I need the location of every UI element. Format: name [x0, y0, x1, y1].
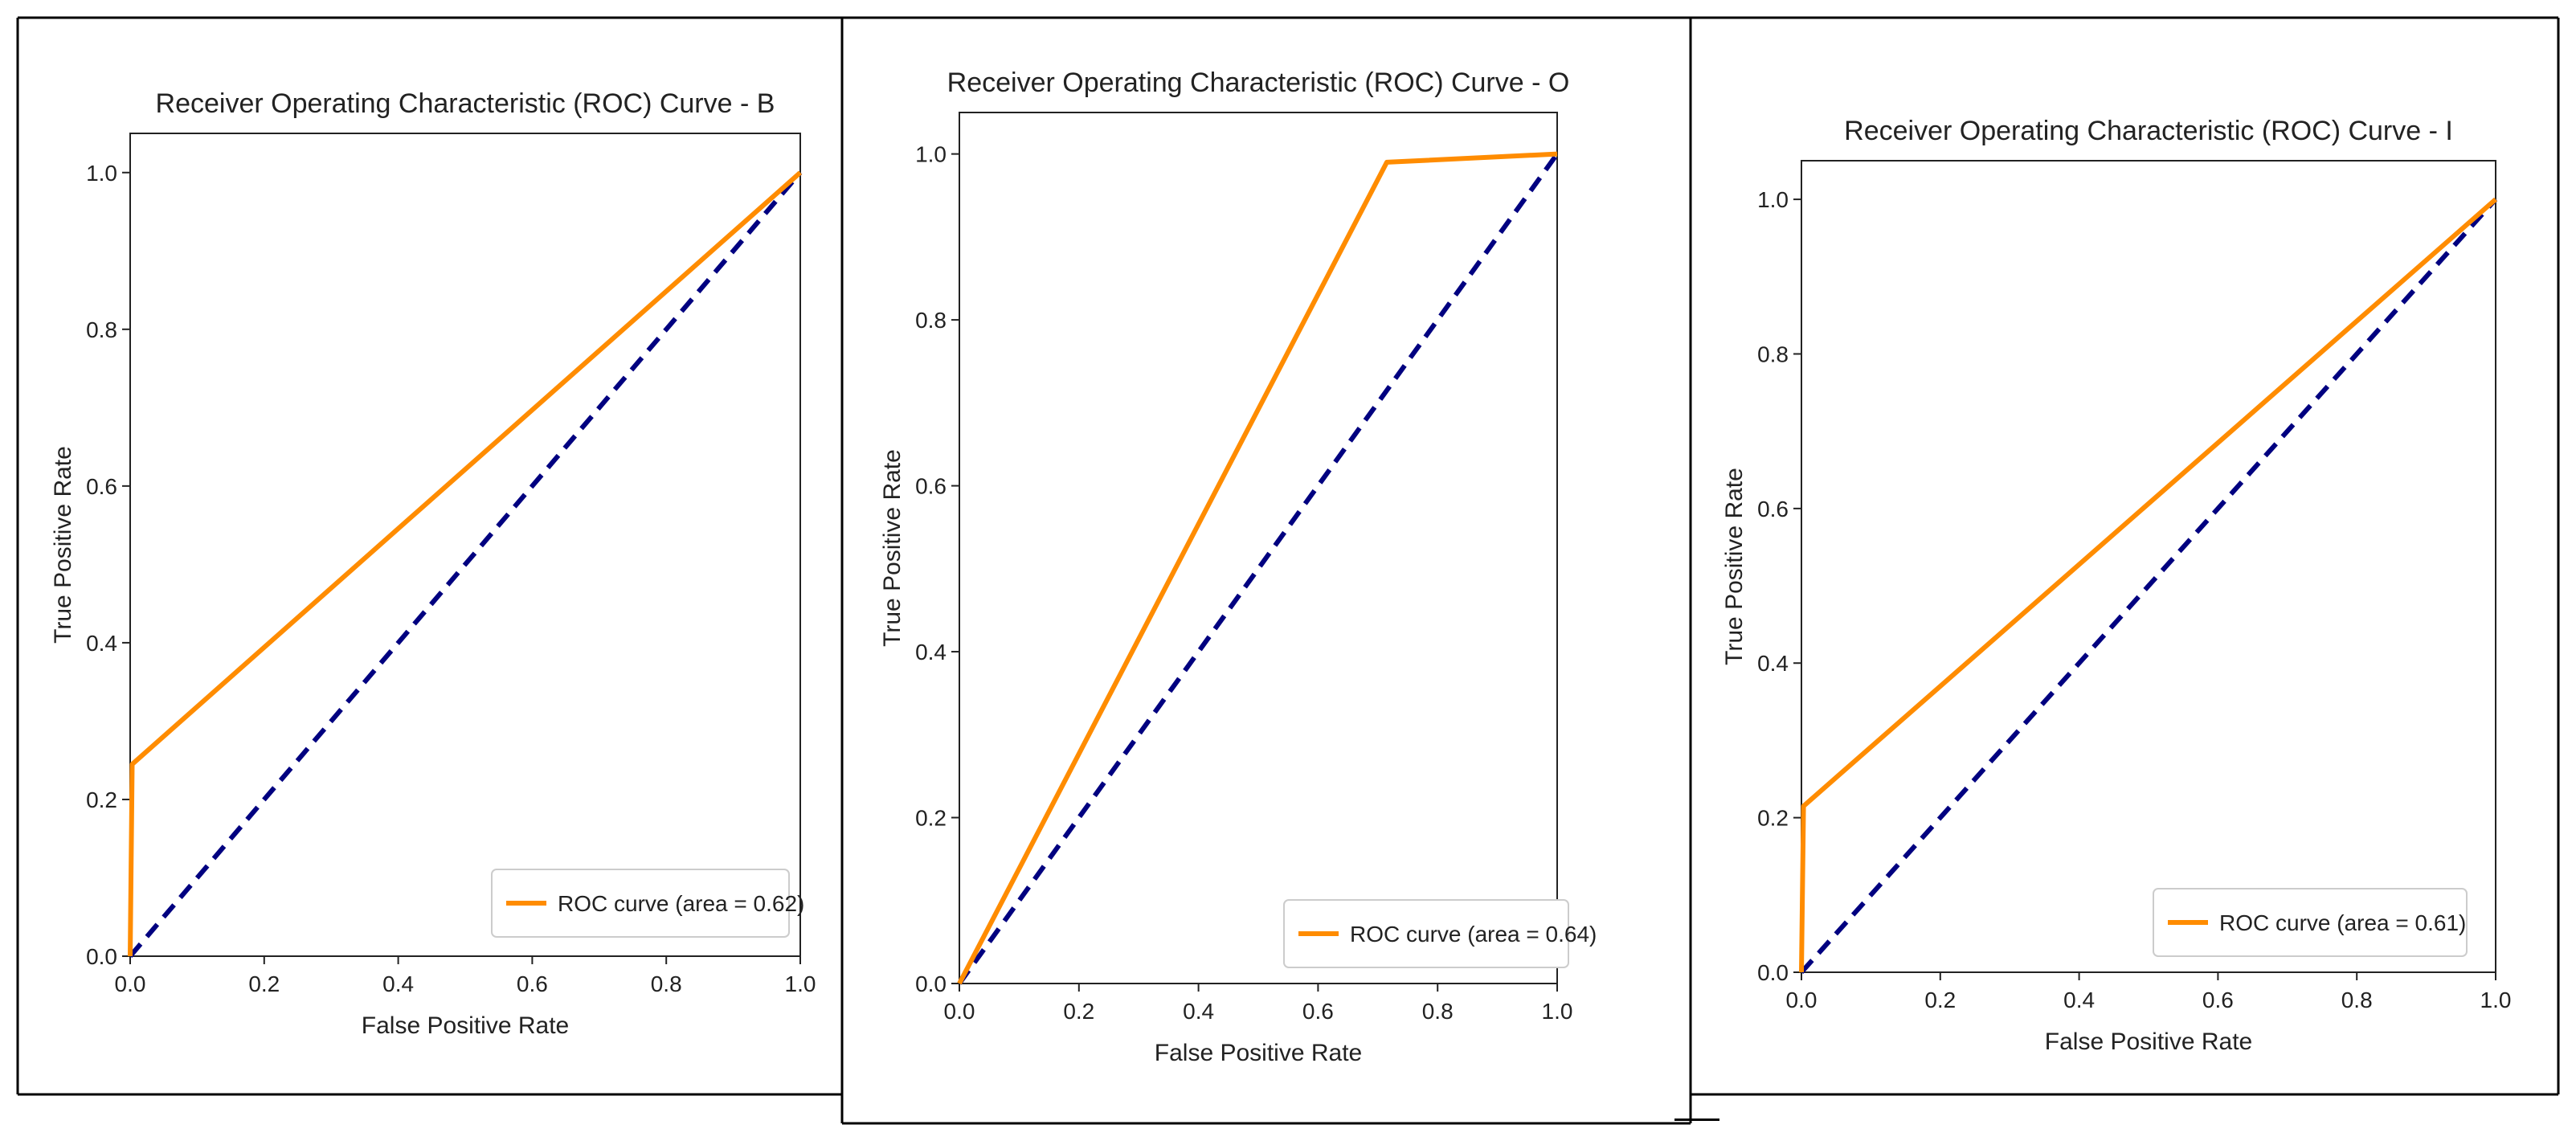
y-tick-label: 0.0	[86, 944, 117, 969]
x-tick-label: 0.4	[1183, 999, 1214, 1024]
legend: ROC curve (area = 0.62)	[491, 869, 804, 938]
y-tick-label: 1.0	[86, 161, 117, 186]
legend: ROC curve (area = 0.61)	[2153, 888, 2468, 957]
x-tick-label: 0.4	[382, 971, 414, 996]
x-tick-label: 0.0	[944, 999, 975, 1024]
chance-diagonal-line	[957, 152, 1560, 985]
roc-curve-line	[128, 170, 802, 957]
y-tick-label: 0.0	[915, 971, 947, 996]
y-tick-label: 0.0	[1757, 960, 1789, 985]
y-axis-label: True Positive Rate	[879, 449, 906, 647]
x-axis-label: False Positive Rate	[362, 1012, 569, 1039]
x-tick-label: 0.2	[1063, 999, 1094, 1024]
x-tick-label: 0.0	[1786, 988, 1818, 1012]
y-tick-label: 0.6	[1757, 497, 1789, 521]
y-axis-label: True Positive Rate	[50, 446, 76, 644]
x-axis-label: False Positive Rate	[2045, 1029, 2252, 1055]
x-tick-label: 0.0	[115, 971, 146, 996]
chance-diagonal-line	[128, 170, 803, 958]
y-tick-label: 0.4	[86, 631, 117, 656]
roc-chart-b: Receiver Operating Characteristic (ROC) …	[19, 19, 823, 1093]
y-tick-label: 1.0	[1757, 187, 1789, 212]
roc-chart-o-svg: Receiver Operating Characteristic (ROC) …	[879, 67, 1597, 1066]
x-tick-label: 0.8	[2341, 988, 2373, 1012]
x-tick-label: 0.4	[2063, 988, 2095, 1012]
roc-curve-line	[957, 151, 1558, 985]
legend-box	[2153, 888, 2468, 957]
x-tick-label: 1.0	[785, 971, 816, 996]
x-tick-label: 0.6	[1302, 999, 1334, 1024]
x-tick-label: 0.2	[1924, 988, 1956, 1012]
roc-chart-b-svg: Receiver Operating Characteristic (ROC) …	[50, 88, 816, 1039]
legend-label: ROC curve (area = 0.61)	[2219, 910, 2466, 935]
y-tick-label: 0.6	[915, 474, 947, 499]
legend-box	[1283, 899, 1569, 968]
y-tick-label: 0.8	[1757, 341, 1789, 366]
legend-box	[491, 869, 790, 938]
chart-title: Receiver Operating Characteristic (ROC) …	[156, 88, 775, 119]
y-tick-label: 0.2	[915, 806, 947, 831]
chance-diagonal-line	[1799, 198, 2498, 975]
chart-title: Receiver Operating Characteristic (ROC) …	[947, 67, 1570, 98]
roc-chart-o: Receiver Operating Characteristic (ROC) …	[844, 19, 1691, 1122]
y-tick-label: 0.8	[915, 308, 947, 333]
y-tick-label: 1.0	[915, 142, 947, 167]
y-tick-label: 0.2	[86, 787, 117, 812]
x-axis-label: False Positive Rate	[1155, 1040, 1362, 1066]
x-tick-label: 0.6	[2202, 988, 2234, 1012]
plot-area	[1801, 160, 2496, 973]
y-tick-label: 0.4	[915, 640, 947, 665]
roc-chart-i: Receiver Operating Characteristic (ROC) …	[1691, 19, 2557, 1093]
footer-mark	[1674, 1119, 1719, 1121]
y-tick-label: 0.2	[1757, 806, 1789, 831]
roc-chart-i-svg: Receiver Operating Characteristic (ROC) …	[1721, 116, 2512, 1055]
legend: ROC curve (area = 0.64)	[1283, 899, 1597, 968]
x-tick-label: 0.8	[1422, 999, 1454, 1024]
x-tick-label: 1.0	[2480, 988, 2512, 1012]
legend-label: ROC curve (area = 0.62)	[558, 891, 804, 916]
legend-label: ROC curve (area = 0.64)	[1350, 922, 1597, 947]
y-tick-label: 0.6	[86, 474, 117, 499]
roc-curve-line	[1799, 197, 2497, 973]
x-tick-label: 0.6	[517, 971, 548, 996]
y-tick-label: 0.4	[1757, 651, 1789, 676]
y-axis-label: True Positive Rate	[1721, 468, 1748, 665]
y-tick-label: 0.8	[86, 317, 117, 342]
x-tick-label: 0.8	[651, 971, 682, 996]
plot-area	[959, 112, 1558, 984]
x-tick-label: 0.2	[248, 971, 280, 996]
plot-area	[129, 133, 801, 957]
chart-title: Receiver Operating Characteristic (ROC) …	[1844, 116, 2453, 146]
x-tick-label: 1.0	[1542, 999, 1573, 1024]
